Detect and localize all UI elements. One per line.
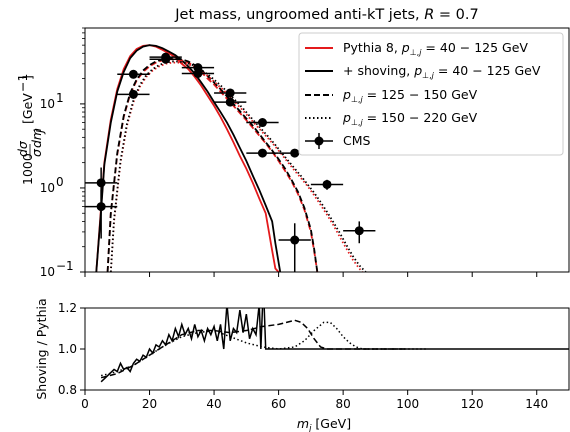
cms-point-16 <box>354 226 364 236</box>
y-label-j-sub: j <box>31 129 46 135</box>
cms-points-group <box>85 52 376 272</box>
y-tick-label-2: 10 <box>40 181 55 195</box>
cms-point-4 <box>128 89 138 99</box>
cms-point-14 <box>290 235 300 245</box>
ratio-line-1 <box>100 308 569 383</box>
series-line-6 <box>109 60 367 272</box>
ratio-x-axis: 0 20 40 60 80 100 120 140 <box>81 390 548 411</box>
cms-point-10 <box>225 97 235 107</box>
x-tick-label-3: 40 <box>206 397 221 411</box>
cms-point-11 <box>257 118 267 128</box>
x-axis-label: mj [GeV] <box>297 416 351 432</box>
cms-point-15 <box>322 179 332 189</box>
x-tick-label-6: 100 <box>396 397 419 411</box>
legend-entry-cms: CMS <box>343 133 371 148</box>
legend-swatch-cms-marker <box>314 136 324 146</box>
ratio-series-group <box>100 308 569 383</box>
cms-point-2 <box>96 202 106 212</box>
y-tick-exp-3: 1 <box>56 91 64 105</box>
legend-entry-150-220: p⊥,j = 150 − 220 GeV <box>342 110 478 127</box>
y-label-dmj: dm <box>29 128 44 148</box>
x-tick-label-5: 80 <box>335 397 350 411</box>
y-label-units: [GeV <box>20 93 35 124</box>
chart-title: Jet mass, ungroomed anti-kT jets, R = 0.… <box>174 7 478 23</box>
cms-point-13 <box>290 148 300 158</box>
legend-entry-shoving: + shoving, p⊥,j = 40 − 125 GeV <box>343 63 541 80</box>
x-tick-label-4: 60 <box>271 397 286 411</box>
ratio-y-tick-label-3: 1.2 <box>58 301 77 315</box>
ratio-y-tick-label-2: 1.0 <box>58 342 77 356</box>
cms-point-9 <box>225 88 235 98</box>
legend: Pythia 8, p⊥,j = 40 − 125 GeV + shoving,… <box>298 32 564 156</box>
ratio-y-axis-label: Shoving / Pythia <box>34 298 49 399</box>
legend-entry-pythia: Pythia 8, p⊥,j = 40 − 125 GeV <box>343 40 528 57</box>
cms-point-12 <box>257 148 267 158</box>
y-tick-exp-1: −1 <box>56 259 74 273</box>
y-tick-label-1: 10 <box>40 265 55 279</box>
x-tick-label-7: 120 <box>461 397 484 411</box>
legend-entry-125-150: p⊥,j = 125 − 150 GeV <box>342 87 478 104</box>
cms-point-1 <box>96 178 106 188</box>
y-label-units-exp: −1 <box>15 74 30 92</box>
series-line-2 <box>95 44 282 272</box>
ratio-line-2 <box>100 319 408 379</box>
cms-point-6 <box>161 54 171 64</box>
x-label-text: mj [GeV] <box>297 416 351 432</box>
y-label-units-close: ] <box>20 75 35 80</box>
main-plot-frame <box>84 27 570 273</box>
y-label-dsigma: dσ <box>15 140 30 157</box>
series-line-4 <box>106 57 319 272</box>
series-line-5 <box>109 61 364 272</box>
y-label-1000: 1000 <box>20 153 35 185</box>
legend-box <box>298 32 564 156</box>
ratio-plot-area: 0.8 1.0 1.2 0 20 40 60 80 100 120 140 <box>58 301 570 411</box>
y-tick-exp-2: 0 <box>56 175 64 189</box>
x-tick-label-1: 0 <box>81 397 89 411</box>
cms-point-8 <box>193 69 203 79</box>
x-tick-label-2: 20 <box>142 397 157 411</box>
x-tick-label-8: 140 <box>525 397 548 411</box>
main-x-ticks <box>84 272 538 277</box>
main-y-axis-label: 1000 dσ σ dm j [GeV −1 ] <box>15 74 46 185</box>
y-label-sigma: σ <box>29 148 44 157</box>
y-tick-label-3: 10 <box>40 97 55 111</box>
ratio-y-tick-label-1: 0.8 <box>58 383 77 397</box>
ratio-y-axis: 0.8 1.0 1.2 <box>58 301 85 397</box>
cms-point-3 <box>128 69 138 79</box>
